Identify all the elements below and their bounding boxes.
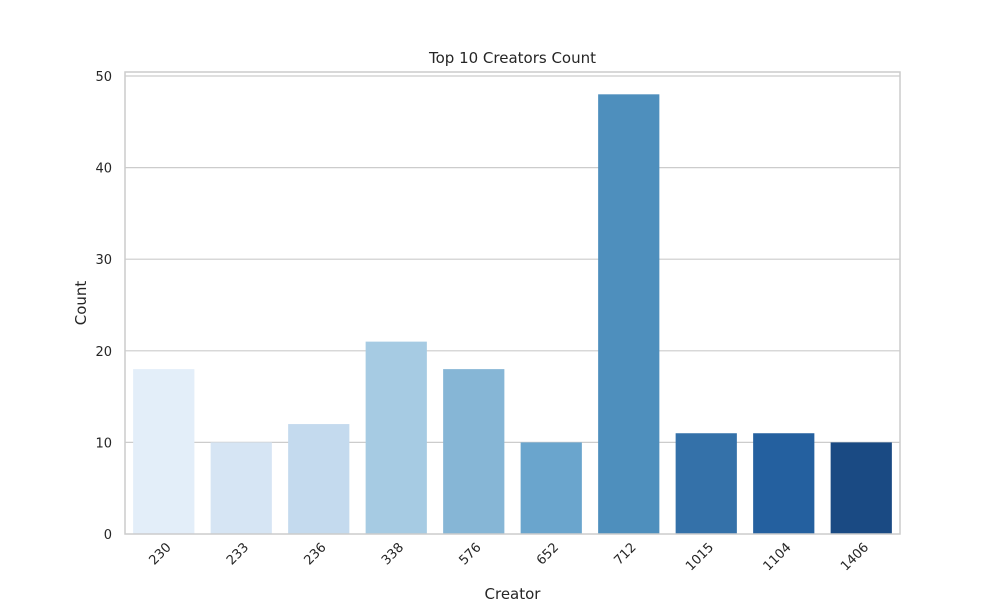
x-axis-label: Creator — [485, 585, 542, 600]
plot-frame — [124, 71, 901, 535]
bar-1104 — [753, 433, 815, 534]
chart-title: Top 10 Creators Count — [428, 49, 596, 67]
x-tick-label: 233 — [224, 540, 252, 568]
bars — [133, 94, 892, 534]
x-tick-label: 338 — [379, 540, 407, 568]
y-tick-label: 0 — [104, 528, 112, 543]
bar-233 — [210, 442, 272, 534]
x-tick-label: 576 — [456, 540, 484, 568]
x-tick-label: 1406 — [838, 540, 872, 574]
y-tick-label: 50 — [95, 70, 112, 85]
bar-236 — [288, 424, 350, 534]
bar-1015 — [675, 433, 737, 534]
y-tick-label: 10 — [95, 436, 112, 451]
bar-712 — [598, 94, 660, 534]
y-ticks: 0 10 20 30 40 50 — [95, 70, 112, 543]
x-tick-label: 236 — [301, 540, 329, 568]
x-tick-label: 1104 — [761, 540, 795, 574]
gridlines — [125, 75, 900, 443]
x-ticks: 230 233 236 338 576 652 712 1015 1104 1406 — [146, 540, 872, 574]
y-axis-label: Count — [72, 281, 90, 326]
bar-652 — [520, 442, 582, 534]
bar-1406 — [830, 442, 892, 534]
x-tick-label: 230 — [146, 540, 174, 568]
y-tick-label: 40 — [95, 162, 112, 177]
bar-338 — [365, 341, 427, 534]
x-tick-label: 652 — [534, 540, 562, 568]
x-tick-label: 1015 — [683, 540, 717, 574]
y-tick-label: 20 — [95, 345, 112, 360]
bar-576 — [443, 369, 505, 534]
y-tick-label: 30 — [95, 253, 112, 268]
x-tick-label: 712 — [611, 540, 639, 568]
bar-230 — [133, 369, 195, 534]
